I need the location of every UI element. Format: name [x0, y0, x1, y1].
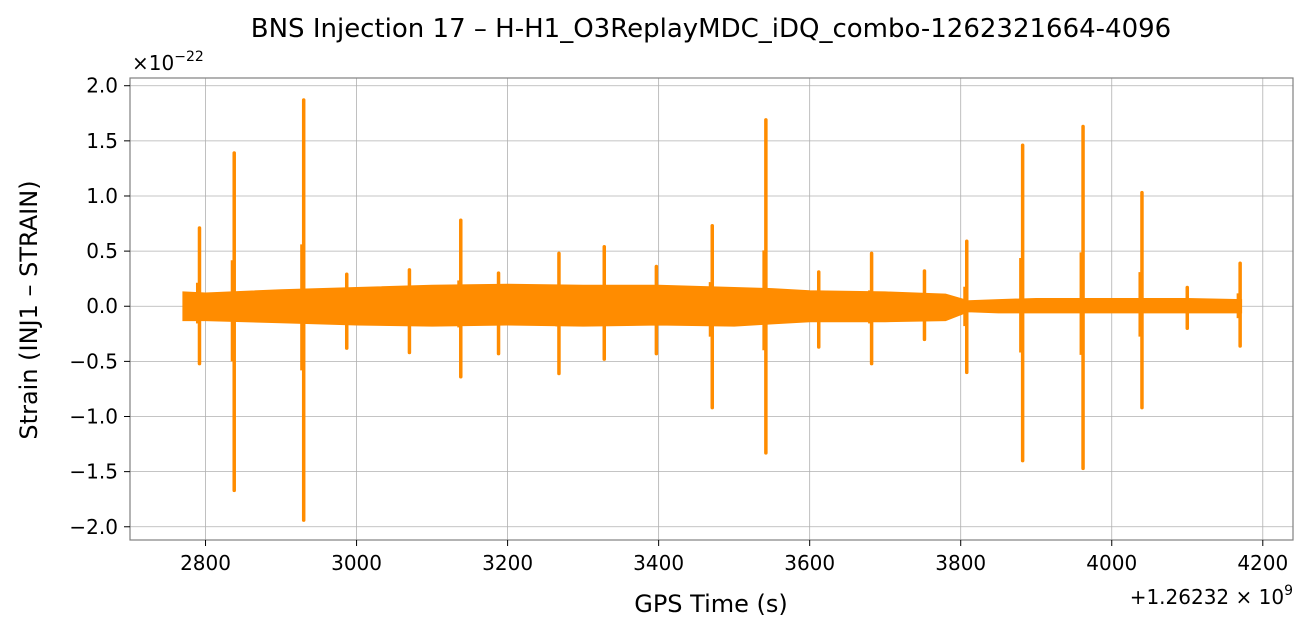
- x-offset-exponent: 9: [1284, 583, 1293, 599]
- y-tick-label: −0.5: [69, 349, 118, 373]
- y-tick-label: −2.0: [69, 515, 118, 539]
- series-layer: [182, 98, 1243, 522]
- y-tick-label: 1.0: [86, 184, 118, 208]
- y-axis-label: Strain (INJ1 – STRAIN): [15, 180, 43, 439]
- y-scale-factor: ×10−22: [132, 49, 204, 75]
- x-offset-label: +1.26232 × 109: [1130, 583, 1293, 609]
- x-tick-label: 2800: [180, 551, 231, 575]
- y-axis-ticks: −2.0 −1.5 −1.0 −0.5 0.0 0.5 1.0 1.5 2.0: [69, 74, 130, 539]
- x-axis-label: GPS Time (s): [634, 590, 788, 618]
- y-tick-label: 0.0: [86, 294, 118, 318]
- x-tick-label: 4200: [1237, 551, 1288, 575]
- x-tick-label: 4000: [1086, 551, 1137, 575]
- x-tick-label: 3600: [784, 551, 835, 575]
- y-tick-label: 0.5: [86, 239, 118, 263]
- x-axis-ticks: 2800 3000 3200 3400 3600 3800 4000 4200: [180, 540, 1288, 575]
- x-tick-label: 3200: [482, 551, 533, 575]
- plot-frame: [129, 77, 1294, 541]
- y-tick-label: −1.0: [69, 405, 118, 429]
- chart-title: BNS Injection 17 – H-H1_O3ReplayMDC_iDQ_…: [251, 14, 1171, 44]
- y-tick-label: −1.5: [69, 460, 118, 484]
- x-tick-label: 3400: [633, 551, 684, 575]
- spike-layer: [195, 98, 1242, 522]
- x-offset-base: +1.26232 × 10: [1130, 585, 1284, 609]
- y-tick-label: 2.0: [86, 74, 118, 98]
- y-tick-label: 1.5: [86, 129, 118, 153]
- y-scale-exponent: −22: [174, 49, 204, 65]
- x-tick-label: 3800: [935, 551, 986, 575]
- x-tick-label: 3000: [331, 551, 382, 575]
- y-scale-base: ×10: [132, 51, 174, 75]
